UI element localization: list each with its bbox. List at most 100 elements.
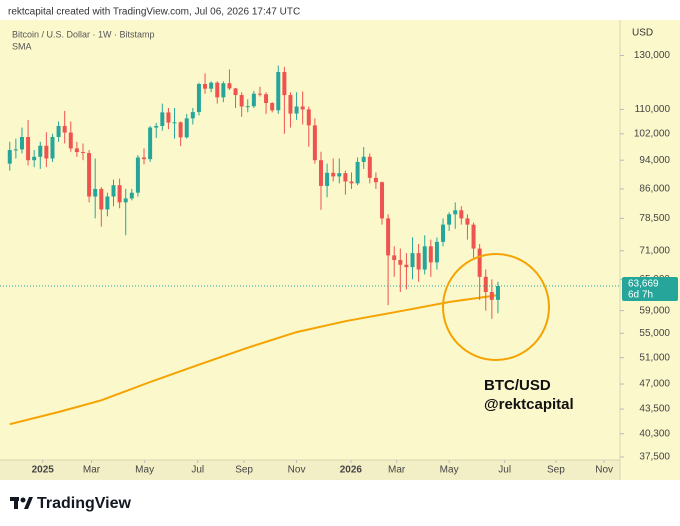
candle-body [489, 291, 494, 300]
price-label: 63,669 [628, 279, 659, 290]
candle-body [227, 83, 232, 89]
y-tick-label: 43,500 [639, 404, 670, 415]
candle-body [154, 125, 159, 128]
candle-body [50, 136, 55, 159]
candle-body [373, 177, 378, 183]
candle-body [270, 103, 275, 111]
y-tick-label: 102,000 [634, 128, 671, 139]
candle-body [367, 156, 372, 178]
candle-body [264, 94, 269, 104]
y-tick-label: 47,000 [639, 379, 670, 390]
candle-body [123, 198, 128, 203]
candle-body [257, 93, 262, 95]
currency: USD [632, 28, 653, 39]
candle-body [44, 145, 49, 159]
candle-body [447, 214, 452, 225]
x-tick-label: May [440, 465, 459, 476]
candle-body [404, 264, 409, 268]
candle-body [416, 253, 421, 270]
sma-line [9, 294, 499, 426]
candle-body [251, 93, 256, 107]
candle-body [355, 161, 360, 184]
candle-body [13, 149, 18, 151]
candle-body [178, 122, 183, 138]
candle-body [331, 172, 336, 177]
candle-body [465, 218, 470, 225]
y-tick-label: 71,000 [639, 245, 670, 256]
y-tick-label: 37,500 [639, 452, 670, 463]
candle-body [294, 106, 299, 114]
candle-body [129, 192, 134, 199]
candle-body [203, 84, 208, 89]
candle-body [26, 136, 31, 161]
candle-body [74, 148, 79, 153]
candle-body [93, 188, 98, 197]
candle-body [190, 112, 195, 119]
candle-body [343, 173, 348, 182]
candle-body [471, 224, 476, 249]
annotation: @rektcapital [484, 396, 574, 413]
candle-body [19, 136, 24, 150]
candle-body [288, 95, 293, 114]
candle-body [160, 112, 165, 126]
candle-body [392, 255, 397, 261]
x-tick-label: Mar [83, 465, 101, 476]
x-tick-label: Nov [288, 465, 306, 476]
candle-body [105, 196, 110, 210]
candle-body [135, 157, 140, 193]
candle-body [325, 172, 330, 186]
candle-body [282, 72, 287, 96]
x-tick-label: Mar [388, 465, 406, 476]
x-tick-label: Jul [191, 465, 204, 476]
candle-body [495, 286, 500, 300]
annotation: BTC/USD [484, 377, 551, 394]
candle-body [422, 246, 427, 270]
x-tick-label: Nov [595, 465, 613, 476]
header: rektcapital created with TradingView.com… [8, 7, 300, 18]
candle-body [142, 157, 147, 160]
candle-body [184, 118, 189, 138]
candle-body [434, 241, 439, 263]
candle-body [68, 132, 73, 149]
y-tick-label: 51,000 [639, 352, 670, 363]
footer-logo: TradingView [10, 495, 132, 512]
candle-body [87, 153, 92, 197]
y-tick-label: 55,000 [639, 328, 670, 339]
candle-body [306, 109, 311, 126]
chart-title: Bitcoin / U.S. Dollar · 1W · Bitstamp [12, 29, 155, 39]
y-tick-label: 110,000 [635, 104, 671, 115]
candle-body [428, 246, 433, 263]
candle-body [398, 260, 403, 265]
candle-body [318, 160, 323, 186]
candle-body [349, 181, 354, 184]
candle-body [380, 182, 385, 219]
x-tick-label: Sep [235, 465, 253, 476]
candle-body [410, 253, 415, 268]
candle-body [215, 82, 220, 98]
candle-body [337, 173, 342, 177]
legend-entry: SMA [12, 41, 32, 51]
x-tick-label: May [135, 465, 154, 476]
x-tick-label: Jul [498, 465, 511, 476]
candle-body [300, 106, 305, 110]
y-tick-label: 78,500 [639, 213, 670, 224]
candle-body [117, 185, 122, 203]
candle-body [221, 83, 226, 98]
candle-body [32, 156, 37, 161]
candle-body [166, 112, 171, 123]
footer-text: TradingView [37, 495, 132, 512]
candle-body [276, 72, 281, 111]
time-axis-bg [0, 460, 620, 480]
y-tick-label: 59,000 [639, 305, 670, 316]
candle-body [7, 150, 12, 164]
x-tick-label: 2026 [340, 465, 363, 476]
candle-body [233, 88, 238, 96]
candle-body [312, 125, 317, 161]
candle-body [459, 210, 464, 219]
x-tick-label: 2025 [32, 465, 55, 476]
candle-body [99, 188, 104, 210]
y-tick-label: 94,000 [639, 155, 670, 166]
candle-body [441, 224, 446, 242]
candle-body [361, 156, 366, 162]
